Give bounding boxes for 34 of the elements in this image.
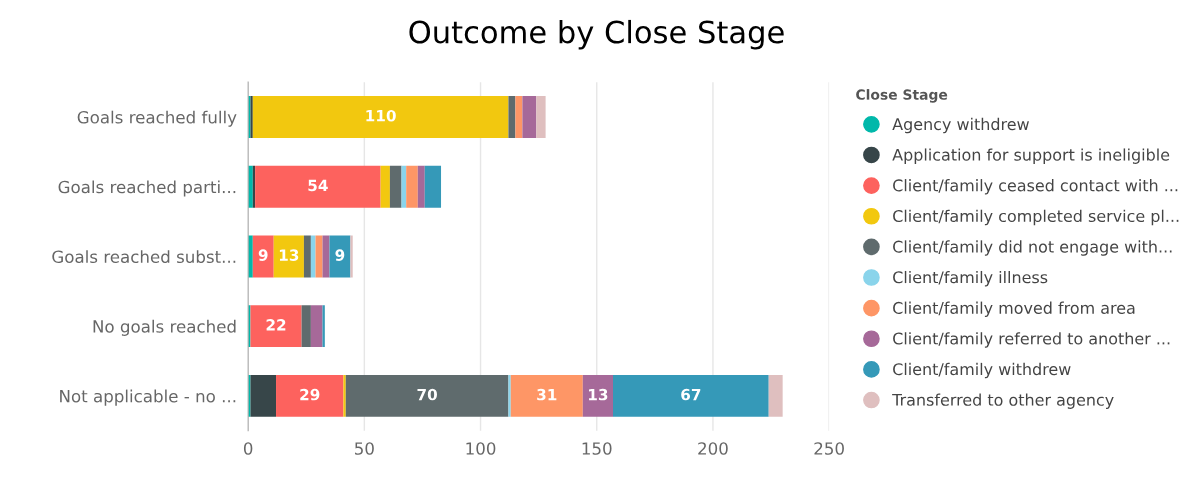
data-label: 29 bbox=[300, 388, 320, 401]
x-tick-label: 250 bbox=[814, 442, 844, 455]
legend-label: Client/family did not engage with... bbox=[893, 240, 1172, 256]
data-label: 9 bbox=[258, 249, 268, 261]
data-label: 70 bbox=[417, 388, 437, 401]
data-label: 13 bbox=[279, 249, 299, 261]
legend-label: Agency withdrew bbox=[892, 117, 1029, 134]
data-label: 54 bbox=[308, 179, 328, 192]
data-label: 110 bbox=[366, 109, 396, 122]
data-label: 31 bbox=[537, 388, 557, 401]
data-label: 67 bbox=[681, 388, 701, 401]
legend-label: Client/family moved from area bbox=[893, 301, 1135, 318]
x-tick-label: 0 bbox=[243, 442, 253, 455]
chart-title: Outcome by Close Stage bbox=[409, 19, 784, 50]
y-tick-label: Goals reached fully bbox=[77, 110, 237, 127]
data-label: 9 bbox=[335, 249, 345, 261]
legend-title: Close Stage bbox=[856, 89, 948, 103]
y-tick-label: Goals reached parti... bbox=[58, 180, 236, 197]
legend-label: Client/family ceased contact with ... bbox=[893, 179, 1178, 195]
x-tick-label: 200 bbox=[698, 442, 728, 455]
legend-label: Transferred to other agency bbox=[892, 393, 1114, 409]
legend-label: Client/family referred to another ... bbox=[893, 332, 1170, 348]
legend-label: Client/family withdrew bbox=[893, 362, 1071, 379]
x-tick-label: 150 bbox=[582, 442, 612, 455]
legend-label: Client/family illness bbox=[893, 270, 1048, 287]
data-label: 22 bbox=[266, 319, 286, 331]
y-tick-label: No goals reached bbox=[93, 319, 236, 336]
legend-label: Application for support is ineligible bbox=[892, 148, 1170, 164]
y-tick-label: Not applicable - no ... bbox=[60, 389, 236, 406]
legend-label: Client/family completed service pl... bbox=[893, 209, 1179, 226]
data-label: 13 bbox=[588, 388, 608, 401]
x-tick-label: 50 bbox=[355, 442, 374, 455]
x-tick-label: 100 bbox=[466, 442, 496, 455]
y-tick-label: Goals reached subst... bbox=[52, 250, 236, 264]
